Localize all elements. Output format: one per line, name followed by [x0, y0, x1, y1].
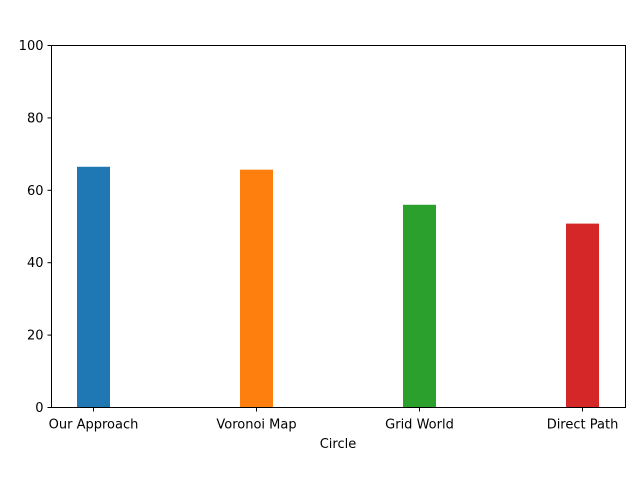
x-tick-label: Direct Path [547, 418, 619, 433]
bar-our-approach [77, 166, 110, 408]
x-axis-label: Circle [320, 437, 357, 452]
y-tick-label: 40 [27, 256, 44, 271]
y-tick-label: 80 [27, 111, 44, 126]
y-tick-label: 20 [27, 329, 44, 344]
y-tick-label: 60 [27, 184, 44, 199]
bars-group [77, 166, 599, 408]
bar-voronoi-map [240, 169, 273, 408]
y-axis: 0 20 40 60 80 100 [19, 39, 52, 416]
x-tick-label: Grid World [385, 418, 454, 433]
x-tick-label: Voronoi Map [216, 418, 296, 433]
y-tick-label: 0 [35, 401, 43, 416]
x-axis: Our Approach Voronoi Map Grid World Direct … [49, 407, 619, 433]
bar-direct-path [566, 223, 599, 408]
plot-frame [51, 45, 626, 408]
x-tick-label: Our Approach [49, 418, 139, 433]
y-tick-label: 100 [19, 39, 44, 54]
bar-grid-world [403, 204, 436, 408]
